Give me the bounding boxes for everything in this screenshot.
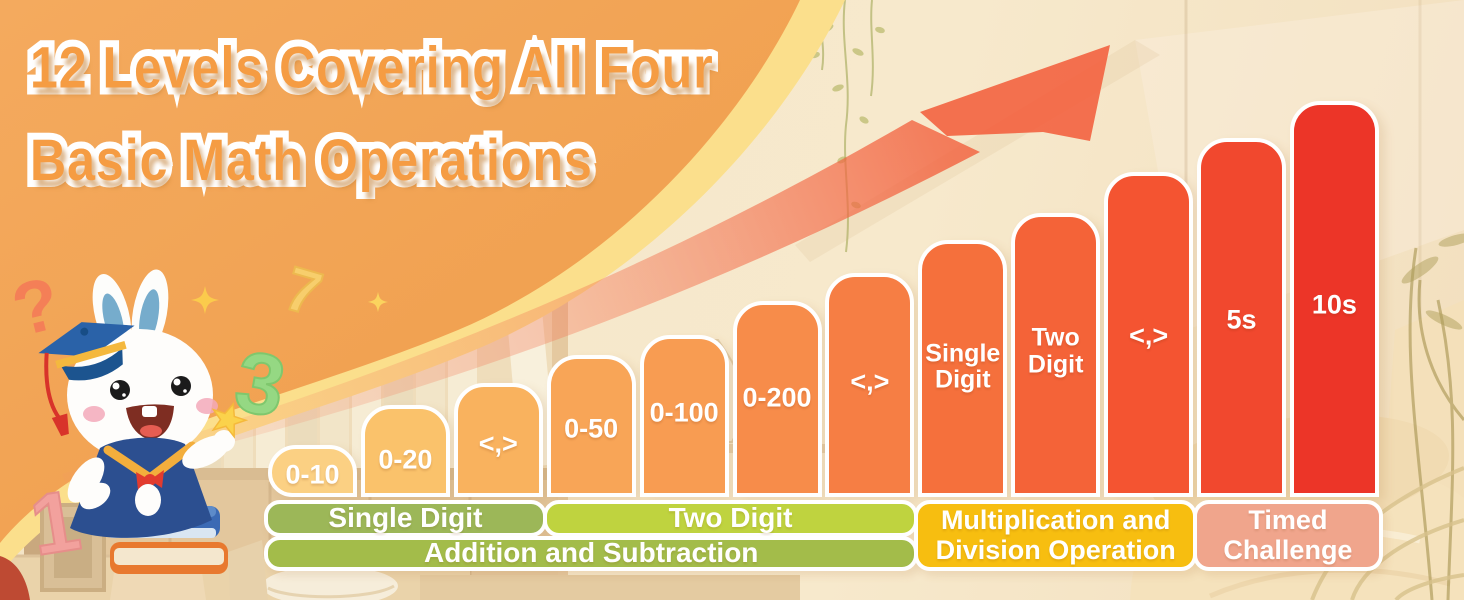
bowl-shadow <box>267 584 395 599</box>
level-bar-label: <,> <box>850 366 890 397</box>
group-label-box: Two Digit <box>542 500 919 537</box>
star-icon <box>211 401 249 439</box>
level-bar: 0-50 <box>546 355 636 497</box>
rabbit-face <box>83 376 218 440</box>
mascot-scene: ? 7 3 1 <box>0 253 389 600</box>
group-label-box: Multiplication and Division Operation <box>914 500 1198 571</box>
level-bar: 5s <box>1197 138 1286 497</box>
level-bar: <,> <box>825 273 915 497</box>
level-bar: 0-20 <box>360 405 450 497</box>
bowl <box>262 566 398 600</box>
level-bar-label: <,> <box>1129 320 1169 350</box>
level-bar: 0-200 <box>732 301 822 497</box>
level-bar: <,> <box>453 383 543 497</box>
rabbit-mascot <box>38 269 249 538</box>
corner-cloth <box>0 556 30 600</box>
floor-mid <box>420 575 800 600</box>
question-mark-decoration: ? <box>4 261 68 352</box>
group-label-box: Single Digit <box>264 500 547 537</box>
rabbit-paw <box>213 430 235 452</box>
arrow-body <box>62 120 980 484</box>
level-bar-label: 5s <box>1226 304 1257 335</box>
level-bar-label: 0-50 <box>564 413 619 443</box>
title-line-1: 12 Levels Covering All Four <box>24 28 719 107</box>
level-bar-label: 10s <box>1311 289 1357 319</box>
level-bar-label: <,> <box>478 428 518 459</box>
level-bar-label: 0-10 <box>285 459 340 490</box>
level-bar-label: 0-100 <box>649 397 719 428</box>
wood-block <box>228 540 268 600</box>
level-bar: 0-100 <box>639 335 729 497</box>
rabbit-foot-right <box>135 484 161 516</box>
level-bar: Single Digit <box>918 240 1008 497</box>
arrow-head <box>920 45 1110 141</box>
level-bar: <,> <box>1104 172 1194 497</box>
group-label-box: Addition and Subtraction <box>264 536 919 571</box>
level-bar: 10s <box>1289 101 1379 497</box>
group-label-box: Timed Challenge <box>1193 500 1383 571</box>
plant <box>1408 247 1464 600</box>
level-bar: Two Digit <box>1011 213 1101 497</box>
level-bar-label: 0-20 <box>378 444 433 474</box>
rabbit-arm-left <box>67 457 105 503</box>
title-line-2: Basic Math Operations <box>24 121 598 200</box>
level-bar: 0-10 <box>268 445 357 497</box>
page-title: 12 Levels Covering All Four Basic Math O… <box>24 28 719 200</box>
sparkle-icon <box>367 291 389 313</box>
graduation-cap-icon <box>38 322 135 437</box>
number-seven-decoration: 7 <box>277 254 329 330</box>
level-bar-label: Single Digit <box>925 339 1001 394</box>
sparkle-icon <box>191 286 219 314</box>
plant-leaves <box>1401 233 1464 330</box>
level-bar-label: Two Digit <box>1027 323 1084 378</box>
level-bar-label: 0-200 <box>742 382 812 412</box>
